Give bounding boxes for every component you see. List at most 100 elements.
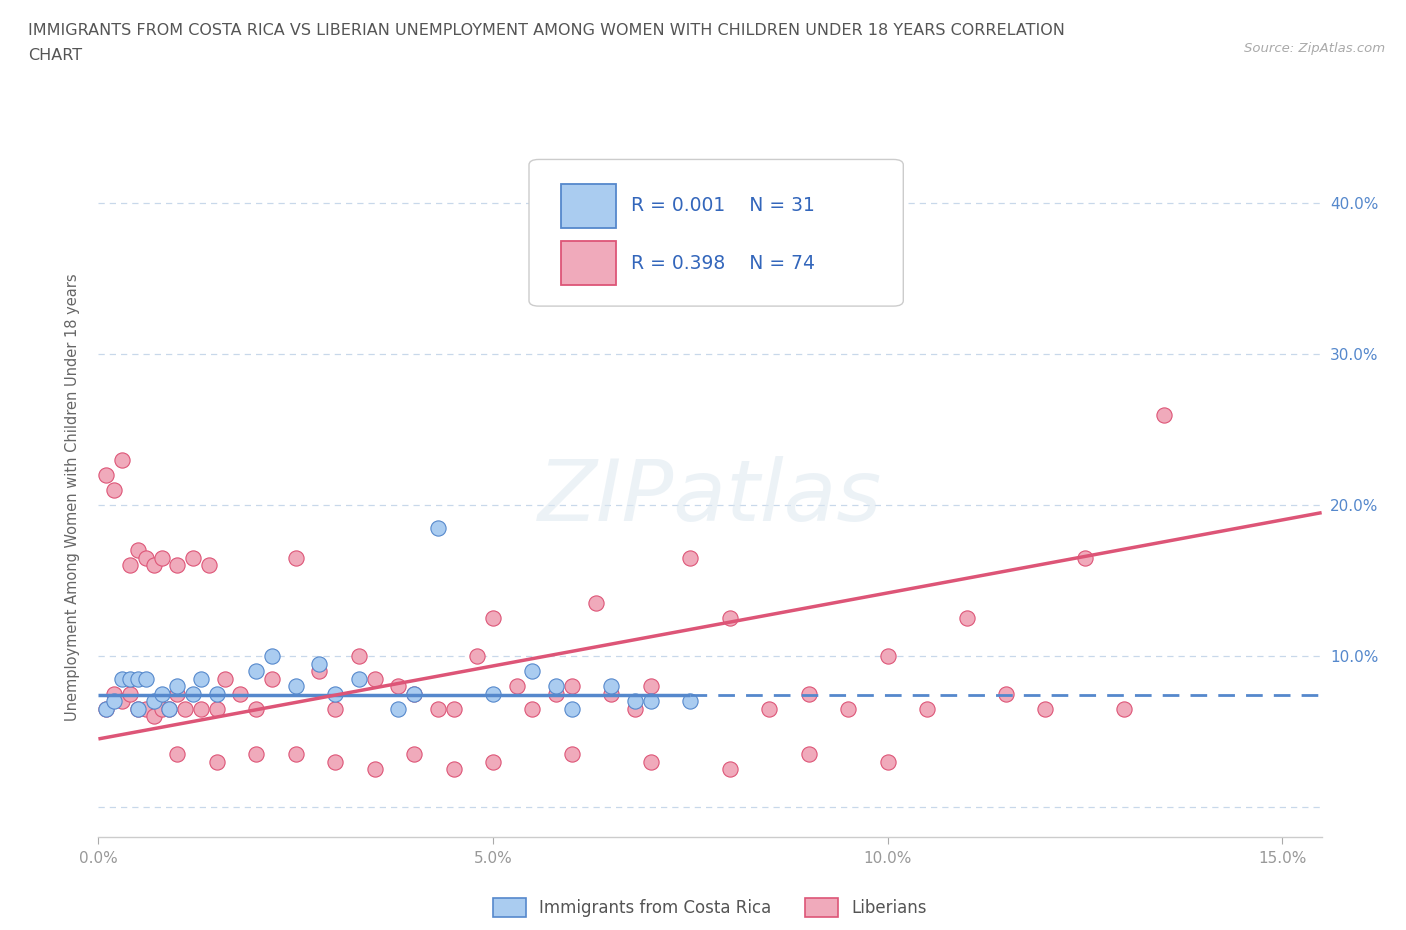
Point <box>103 686 125 701</box>
Point <box>1035 701 1057 716</box>
Point <box>387 701 409 716</box>
Point <box>166 558 188 573</box>
Point <box>127 543 149 558</box>
Point <box>127 701 149 716</box>
Point <box>1074 551 1097 565</box>
Point <box>561 701 583 716</box>
Point <box>260 648 283 663</box>
Point <box>103 694 125 709</box>
Point <box>118 671 141 686</box>
Point <box>443 701 465 716</box>
Point <box>127 671 149 686</box>
Point <box>205 754 228 769</box>
Point <box>876 754 898 769</box>
Point <box>118 686 141 701</box>
Point <box>111 452 134 467</box>
Point <box>190 671 212 686</box>
Point <box>404 747 426 762</box>
Point <box>245 701 267 716</box>
Point <box>443 762 465 777</box>
Point <box>190 701 212 716</box>
Point <box>624 694 647 709</box>
Point <box>640 679 662 694</box>
Point <box>482 754 505 769</box>
Point <box>718 762 741 777</box>
Point <box>284 551 307 565</box>
Point <box>561 679 583 694</box>
Point <box>150 686 173 701</box>
Point <box>404 686 426 701</box>
Point <box>284 747 307 762</box>
Point <box>561 747 583 762</box>
Point <box>546 686 568 701</box>
Point <box>229 686 252 701</box>
Point <box>876 648 898 663</box>
Point <box>363 762 385 777</box>
Point <box>994 686 1017 701</box>
Point <box>387 679 409 694</box>
Point <box>640 754 662 769</box>
Point <box>363 671 385 686</box>
Point <box>323 754 346 769</box>
Point <box>308 664 330 679</box>
Point <box>142 694 165 709</box>
Point <box>96 468 118 483</box>
Point <box>465 648 488 663</box>
Point <box>150 551 173 565</box>
Point <box>159 701 181 716</box>
Point <box>166 686 188 701</box>
Point <box>166 747 188 762</box>
Point <box>1114 701 1136 716</box>
Point <box>797 686 820 701</box>
Point <box>505 679 527 694</box>
Point <box>600 679 623 694</box>
Legend: Immigrants from Costa Rica, Liberians: Immigrants from Costa Rica, Liberians <box>486 892 934 923</box>
Point <box>482 611 505 626</box>
Point <box>111 671 134 686</box>
Point <box>323 686 346 701</box>
Point <box>797 747 820 762</box>
Point <box>758 701 780 716</box>
Point <box>245 664 267 679</box>
Text: R = 0.398    N = 74: R = 0.398 N = 74 <box>630 254 814 272</box>
Point <box>142 709 165 724</box>
FancyBboxPatch shape <box>561 241 616 286</box>
Point <box>915 701 938 716</box>
Point <box>96 701 118 716</box>
Point <box>585 596 607 611</box>
Point <box>426 520 449 535</box>
Point <box>624 701 647 716</box>
Point <box>205 686 228 701</box>
Point <box>955 611 977 626</box>
Point <box>718 611 741 626</box>
Point <box>198 558 221 573</box>
Point <box>546 679 568 694</box>
Point <box>600 686 623 701</box>
Point <box>522 701 544 716</box>
Point <box>118 558 141 573</box>
Point <box>308 656 330 671</box>
Point <box>150 701 173 716</box>
Y-axis label: Unemployment Among Women with Children Under 18 years: Unemployment Among Women with Children U… <box>65 273 80 722</box>
Point <box>260 671 283 686</box>
Point <box>166 679 188 694</box>
Point <box>284 679 307 694</box>
Point <box>142 558 165 573</box>
Point <box>205 701 228 716</box>
Point <box>640 694 662 709</box>
Point <box>522 664 544 679</box>
Point <box>214 671 236 686</box>
Text: R = 0.001    N = 31: R = 0.001 N = 31 <box>630 196 814 215</box>
Text: ZIPatlas: ZIPatlas <box>538 456 882 539</box>
Point <box>1153 407 1175 422</box>
Point <box>404 686 426 701</box>
Point <box>127 701 149 716</box>
Point <box>181 686 204 701</box>
Point <box>837 701 859 716</box>
FancyBboxPatch shape <box>561 183 616 228</box>
Point <box>135 671 157 686</box>
Point <box>679 551 702 565</box>
Text: CHART: CHART <box>28 48 82 63</box>
Point <box>159 701 181 716</box>
Point <box>323 701 346 716</box>
